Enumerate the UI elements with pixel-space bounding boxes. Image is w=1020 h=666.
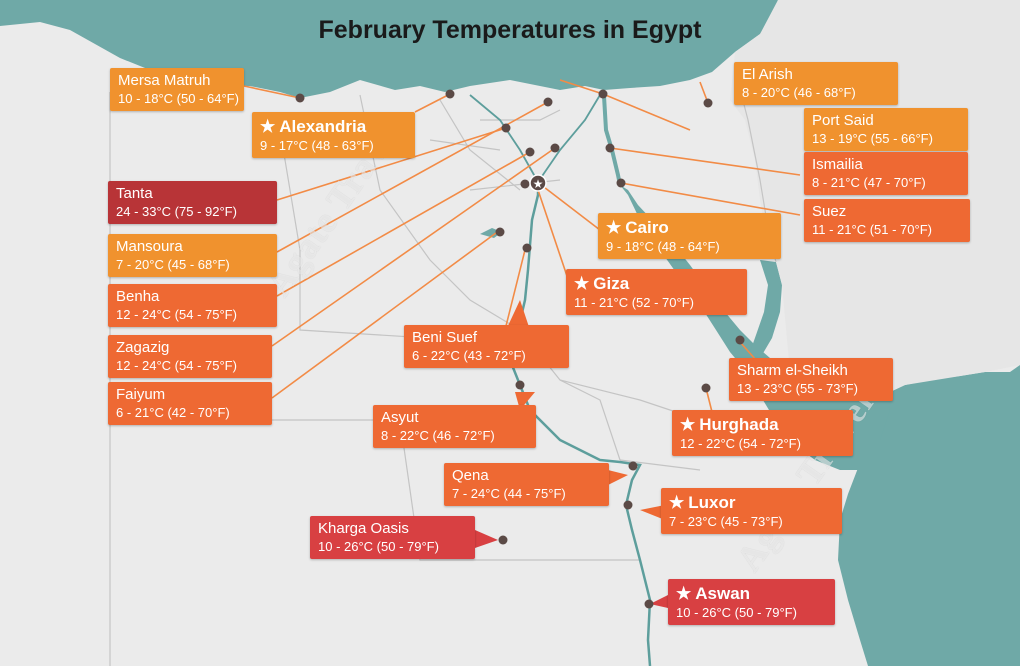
city-name: Beni Suef	[412, 329, 478, 346]
label-hurghada: ★ Hurghada 12 - 22°C (54 - 72°F)	[672, 410, 853, 456]
label-sharm-el-sheikh: Sharm el-Sheikh 13 - 23°C (55 - 73°F)	[729, 358, 893, 401]
svg-text:★: ★	[533, 177, 544, 191]
label-beni-suef: Beni Suef 6 - 22°C (43 - 72°F)	[404, 325, 569, 368]
label-faiyum: Faiyum 6 - 21°C (42 - 70°F)	[108, 382, 272, 425]
city-temp: 7 - 24°C (44 - 75°F)	[452, 486, 566, 501]
city-temp: 10 - 26°C (50 - 79°F)	[676, 605, 797, 620]
city-temp: 10 - 18°C (50 - 64°F)	[118, 91, 239, 106]
city-name: El Arish	[742, 66, 793, 83]
star-icon: ★	[669, 493, 685, 512]
city-temp: 8 - 21°C (47 - 70°F)	[812, 175, 926, 190]
city-name: Giza	[593, 274, 630, 293]
label-cairo: ★ Cairo 9 - 18°C (48 - 64°F)	[598, 213, 781, 259]
label-benha: Benha 12 - 24°C (54 - 75°F)	[108, 284, 277, 327]
city-name: Qena	[452, 467, 489, 484]
star-icon: ★	[676, 584, 692, 603]
city-temp: 13 - 19°C (55 - 66°F)	[812, 131, 933, 146]
city-name: Faiyum	[116, 386, 166, 403]
city-temp: 6 - 22°C (43 - 72°F)	[412, 348, 526, 363]
map-title: February Temperatures in Egypt	[318, 16, 702, 44]
label-port-said: Port Said 13 - 19°C (55 - 66°F)	[804, 108, 968, 151]
city-name: Ismailia	[812, 156, 863, 173]
dot-luxor	[623, 500, 633, 510]
city-name: Sharm el-Sheikh	[737, 362, 848, 379]
dot-zagazig	[550, 143, 560, 153]
city-name: Mersa Matruh	[118, 72, 211, 89]
city-name: Mansoura	[116, 238, 183, 255]
dot-giza	[520, 179, 530, 189]
city-temp: 9 - 17°C (48 - 63°F)	[260, 138, 374, 153]
city-temp: 7 - 20°C (45 - 68°F)	[116, 257, 230, 272]
city-temp: 13 - 23°C (55 - 73°F)	[737, 381, 858, 396]
city-name: Aswan	[695, 584, 751, 603]
cairo-capital-marker: ★	[529, 174, 547, 192]
label-zagazig: Zagazig 12 - 24°C (54 - 75°F)	[108, 335, 272, 378]
city-temp: 8 - 22°C (46 - 72°F)	[381, 428, 495, 443]
dot-mersa-matruh	[295, 93, 305, 103]
dot-ismailia	[605, 143, 615, 153]
label-suez: Suez 11 - 21°C (51 - 70°F)	[804, 199, 970, 242]
label-kharga-oasis: Kharga Oasis 10 - 26°C (50 - 79°F)	[310, 516, 475, 559]
label-mansoura: Mansoura 7 - 20°C (45 - 68°F)	[108, 234, 277, 277]
label-el-arish: El Arish 8 - 20°C (46 - 68°F)	[734, 62, 898, 105]
city-name: Tanta	[116, 185, 153, 202]
label-luxor: ★ Luxor 7 - 23°C (45 - 73°F)	[661, 488, 842, 534]
city-temp: 9 - 18°C (48 - 64°F)	[606, 239, 720, 254]
star-icon: ★	[574, 274, 590, 293]
city-temp: 12 - 24°C (54 - 75°F)	[116, 358, 237, 373]
label-qena: Qena 7 - 24°C (44 - 75°F)	[444, 463, 609, 506]
dot-suez	[616, 178, 626, 188]
nile-river	[508, 182, 652, 666]
city-name: Asyut	[381, 409, 419, 426]
dot-alexandria	[445, 89, 455, 99]
dot-asyut	[515, 380, 525, 390]
city-temp: 6 - 21°C (42 - 70°F)	[116, 405, 230, 420]
city-temp: 24 - 33°C (75 - 92°F)	[116, 204, 237, 219]
dot-mansoura	[543, 97, 553, 107]
city-name: Luxor	[688, 493, 736, 512]
label-ismailia: Ismailia 8 - 21°C (47 - 70°F)	[804, 152, 968, 195]
city-temp: 7 - 23°C (45 - 73°F)	[669, 514, 783, 529]
city-name: Alexandria	[279, 117, 367, 136]
label-aswan: ★ Aswan 10 - 26°C (50 - 79°F)	[668, 579, 835, 625]
city-temp: 8 - 20°C (46 - 68°F)	[742, 85, 856, 100]
city-name: Kharga Oasis	[318, 520, 409, 537]
city-temp: 12 - 22°C (54 - 72°F)	[680, 436, 801, 451]
city-temp: 11 - 21°C (51 - 70°F)	[812, 222, 932, 237]
star-icon: ★	[260, 117, 276, 136]
star-icon: ★	[680, 415, 696, 434]
connector-lines	[243, 79, 801, 413]
dot-kharga	[498, 535, 508, 545]
dot-hurghada	[701, 383, 711, 393]
dot-sharm	[735, 335, 745, 345]
city-name: Hurghada	[699, 415, 779, 434]
city-name: Suez	[812, 203, 847, 220]
label-tanta: Tanta 24 - 33°C (75 - 92°F)	[108, 181, 277, 224]
dot-el-arish	[703, 98, 713, 108]
dot-beni-suef	[522, 243, 532, 253]
dot-faiyum	[495, 227, 505, 237]
dot-tanta	[501, 123, 511, 133]
dot-benha	[525, 147, 535, 157]
dot-qena	[628, 461, 638, 471]
city-dots	[295, 89, 745, 609]
city-name: Cairo	[625, 218, 669, 237]
city-temp: 11 - 21°C (52 - 70°F)	[574, 295, 694, 310]
red-sea	[838, 365, 1020, 666]
dot-port-said	[598, 89, 608, 99]
city-name: Port Said	[812, 112, 874, 129]
gulf-of-aqaba	[750, 260, 782, 355]
city-temp: 10 - 26°C (50 - 79°F)	[318, 539, 439, 554]
label-mersa-matruh: Mersa Matruh 10 - 18°C (50 - 64°F)	[110, 68, 244, 111]
label-giza: ★ Giza 11 - 21°C (52 - 70°F)	[566, 269, 747, 315]
city-temp: 12 - 24°C (54 - 75°F)	[116, 307, 237, 322]
label-asyut: Asyut 8 - 22°C (46 - 72°F)	[373, 405, 536, 448]
star-icon: ★	[606, 218, 622, 237]
city-name: Benha	[116, 288, 160, 305]
city-name: Zagazig	[116, 339, 170, 356]
label-alexandria: ★ Alexandria 9 - 17°C (48 - 63°F)	[252, 112, 415, 158]
dot-aswan	[644, 599, 654, 609]
